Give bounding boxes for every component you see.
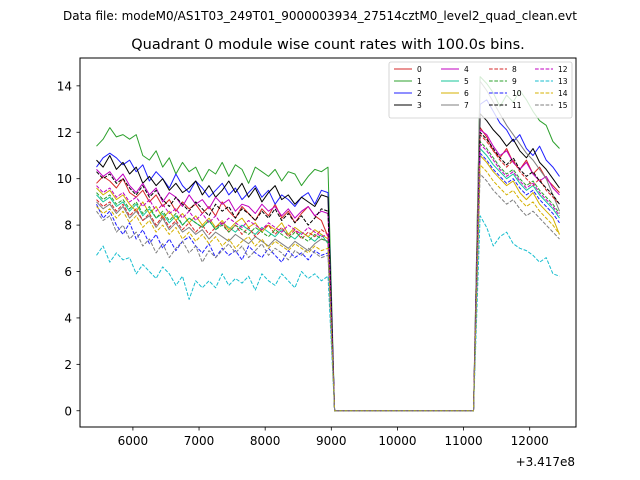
x-tick-label: 10000: [378, 434, 416, 448]
legend-label-6: 6: [464, 89, 469, 98]
y-axis: 0 2 4 6 8 10 12 14: [57, 79, 80, 418]
y-tick-label: 14: [57, 79, 72, 93]
x-axis: 6000 7000 8000 9000 10000 11000 12000: [118, 427, 549, 448]
legend-label-1: 1: [417, 77, 422, 86]
axes-frame: [79, 57, 577, 428]
x-offset-label: +3.417e8: [516, 455, 575, 469]
figure-suptitle: Data file: modeM0/AS1T03_249T01_90000039…: [63, 9, 577, 23]
y-tick-label: 6: [64, 265, 72, 279]
series-line-15: [96, 173, 560, 412]
chart-title: Quadrant 0 module wise count rates with …: [131, 37, 525, 53]
legend-label-8: 8: [512, 65, 517, 74]
legend-label-5: 5: [464, 77, 469, 86]
plot-area: 6000 7000 8000 9000 10000 11000 12000 02468101…: [57, 57, 577, 469]
x-tick-label: 9000: [316, 434, 347, 448]
x-tick-label: 11000: [444, 434, 482, 448]
legend-label-14: 14: [558, 89, 568, 98]
y-tick-label: 4: [64, 311, 72, 325]
legend-label-13: 13: [558, 77, 568, 86]
y-tick-label: 10: [57, 172, 72, 186]
y-tick-label: 2: [64, 358, 72, 372]
legend-label-0: 0: [417, 65, 422, 74]
legend-frame: [388, 61, 573, 119]
legend-label-9: 9: [512, 77, 517, 86]
series-line-12: [96, 143, 560, 412]
legend-label-3: 3: [417, 101, 422, 110]
x-tick-label: 8000: [250, 434, 281, 448]
legend-label-12: 12: [558, 65, 568, 74]
legend-label-2: 2: [417, 89, 422, 98]
legend-label-7: 7: [464, 101, 469, 110]
y-tick-label: 12: [57, 126, 72, 140]
legend-label-4: 4: [464, 65, 469, 74]
x-tick-label: 6000: [118, 434, 149, 448]
legend-label-10: 10: [512, 89, 522, 98]
series-line-14: [96, 164, 560, 412]
y-tick-label: 0: [64, 404, 72, 418]
series-line-13: [96, 215, 560, 412]
legend-label-11: 11: [512, 101, 522, 110]
legend-label-15: 15: [558, 101, 568, 110]
x-tick-label: 7000: [184, 434, 215, 448]
x-tick-label: 12000: [511, 434, 549, 448]
y-tick-label: 8: [64, 219, 72, 233]
